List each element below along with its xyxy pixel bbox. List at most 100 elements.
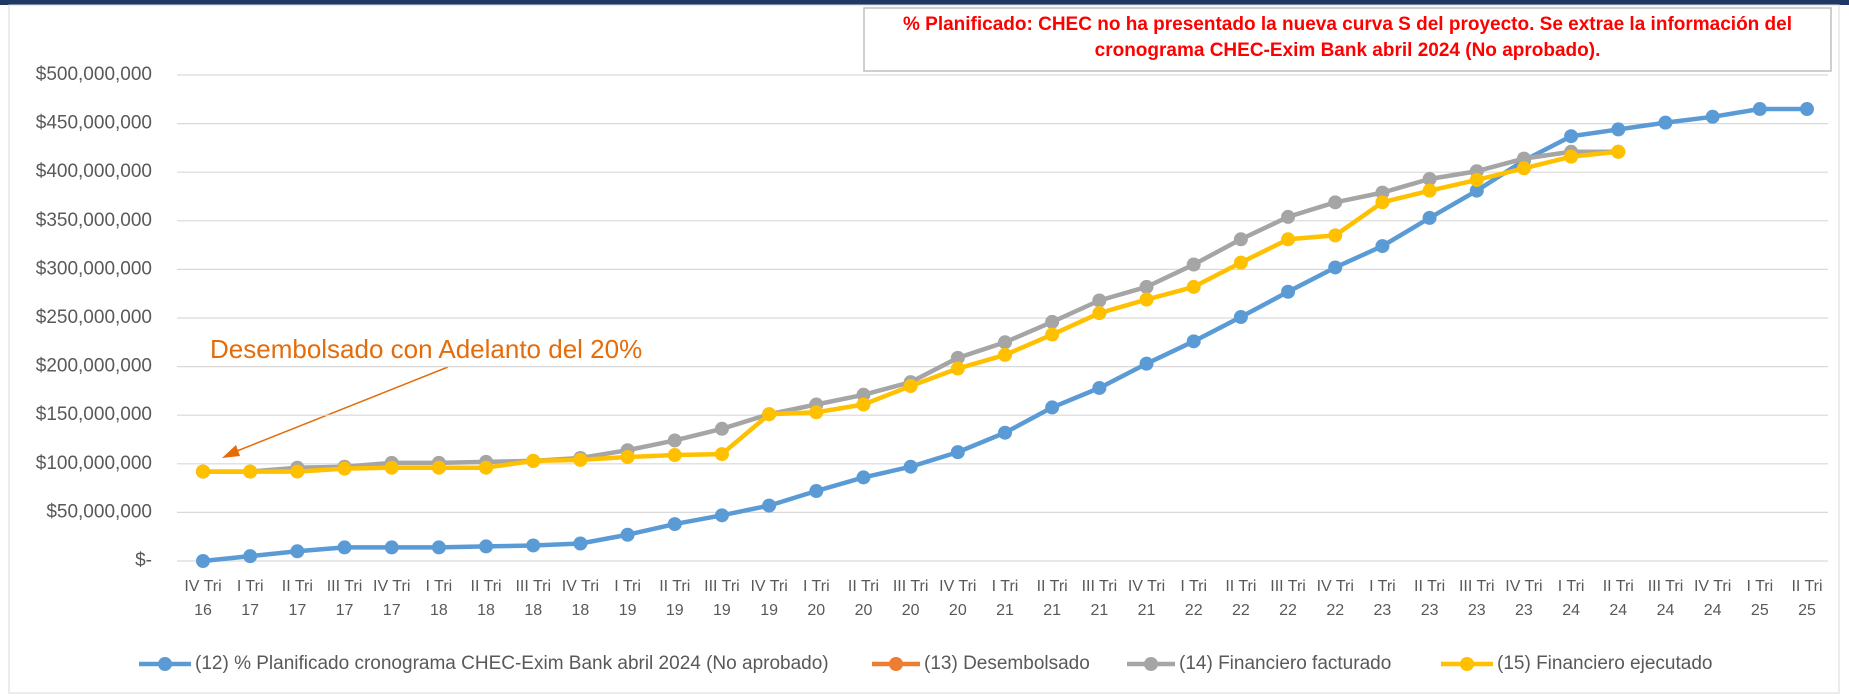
- point: [667, 433, 682, 448]
- point: [903, 459, 918, 474]
- point: [1139, 356, 1154, 371]
- frame: [8, 4, 1840, 694]
- point: [998, 425, 1012, 440]
- point: [1422, 210, 1437, 225]
- point: [950, 350, 965, 365]
- x-tick-label: I Tri 22: [1180, 578, 1207, 619]
- x-tick-label: I Tri 21: [992, 578, 1019, 619]
- x-tick-label: I Tri 18: [426, 578, 453, 619]
- series-line: [203, 149, 1619, 474]
- point: [1233, 255, 1248, 270]
- x-tick-label: II Tri 24: [1603, 578, 1634, 619]
- point: [667, 448, 682, 463]
- point: [762, 498, 777, 513]
- point: [714, 508, 729, 523]
- point: [1233, 232, 1248, 247]
- annotation: Desembolsado con Adelanto del 20%: [210, 334, 642, 364]
- legend-marker: [158, 657, 172, 671]
- x-tick-label: II Tri 20: [848, 578, 879, 619]
- point: [290, 544, 305, 559]
- x-tick-label: IV Tri 19: [750, 578, 787, 619]
- x-tick-label: III Tri 18: [515, 578, 551, 619]
- arrow-head: [222, 445, 240, 458]
- point: [196, 464, 210, 479]
- x-tick-label: I Tri 17: [237, 578, 264, 619]
- x-tick-label: II Tri 17: [282, 578, 313, 619]
- point: [1516, 151, 1531, 166]
- y-tick-label: $100,000,000: [36, 453, 152, 474]
- point: [1422, 183, 1437, 198]
- point: [431, 540, 446, 555]
- note-text: % Planificado: CHEC no ha presentado la …: [902, 14, 1793, 61]
- point: [1045, 327, 1060, 342]
- point: [1516, 161, 1531, 176]
- point: [1045, 314, 1060, 329]
- point: [998, 335, 1012, 350]
- x-tick-label: III Tri 21: [1082, 578, 1118, 619]
- y-tick-label: $250,000,000: [36, 307, 152, 328]
- legend-label: (15) Financiero ejecutado: [1497, 653, 1712, 674]
- point: [243, 549, 258, 564]
- x-tick-label: IV Tri 16: [184, 578, 221, 619]
- legend-label: (13) Desembolsado: [924, 653, 1090, 674]
- note: % Planificado: CHEC no ha presentado la …: [902, 14, 1793, 61]
- x-tick-label: IV Tri 22: [1317, 578, 1354, 619]
- point: [526, 453, 541, 468]
- x-tick-label: II Tri 23: [1414, 578, 1445, 619]
- point: [620, 449, 635, 464]
- point: [384, 540, 399, 555]
- point: [903, 379, 918, 394]
- point: [1139, 279, 1154, 294]
- point: [762, 407, 777, 422]
- x-tick-label: IV Tri 17: [373, 578, 410, 619]
- x-tick-label: III Tri 20: [893, 578, 929, 619]
- x-tick-label: I Tri 24: [1558, 578, 1585, 619]
- point: [1611, 122, 1626, 137]
- legend-marker: [1144, 657, 1158, 671]
- point: [950, 445, 965, 460]
- point: [856, 470, 871, 485]
- point: [809, 405, 824, 420]
- y-tick-label: $150,000,000: [36, 404, 152, 425]
- point: [337, 540, 352, 555]
- point: [714, 421, 729, 436]
- point: [1186, 334, 1201, 349]
- point: [1469, 183, 1484, 198]
- point: [1139, 292, 1154, 307]
- x-tick-label: II Tri 22: [1225, 578, 1256, 619]
- point: [809, 484, 824, 499]
- point: [714, 447, 729, 462]
- x-tick-label: I Tri 25: [1746, 578, 1773, 619]
- y-tick-label: $300,000,000: [36, 258, 152, 279]
- legend-label: (14) Financiero facturado: [1179, 653, 1391, 674]
- x-tick-label: III Tri 24: [1648, 578, 1684, 619]
- series-line: [203, 149, 1619, 474]
- point: [856, 387, 871, 402]
- point: [1564, 129, 1579, 144]
- x-tick-label: I Tri 20: [803, 578, 830, 619]
- y-tick-label: $200,000,000: [36, 356, 152, 377]
- point: [667, 517, 682, 532]
- x-tick-label: II Tri 21: [1037, 578, 1068, 619]
- point: [1375, 195, 1390, 210]
- point: [196, 554, 210, 568]
- point: [950, 361, 965, 376]
- point: [1469, 172, 1484, 187]
- x-tick-label: III Tri 19: [704, 578, 740, 619]
- point: [337, 461, 352, 476]
- point: [1422, 172, 1437, 187]
- point: [1045, 400, 1060, 415]
- x-tick-label: IV Tri 24: [1694, 578, 1731, 619]
- point: [431, 460, 446, 475]
- point: [1611, 144, 1626, 159]
- point: [573, 536, 588, 551]
- point: [1328, 228, 1343, 243]
- point: [526, 538, 541, 553]
- point: [1658, 115, 1673, 130]
- point: [1564, 149, 1579, 164]
- point: [573, 452, 588, 467]
- point: [1800, 102, 1814, 117]
- point: [1281, 232, 1296, 247]
- point: [1186, 257, 1201, 272]
